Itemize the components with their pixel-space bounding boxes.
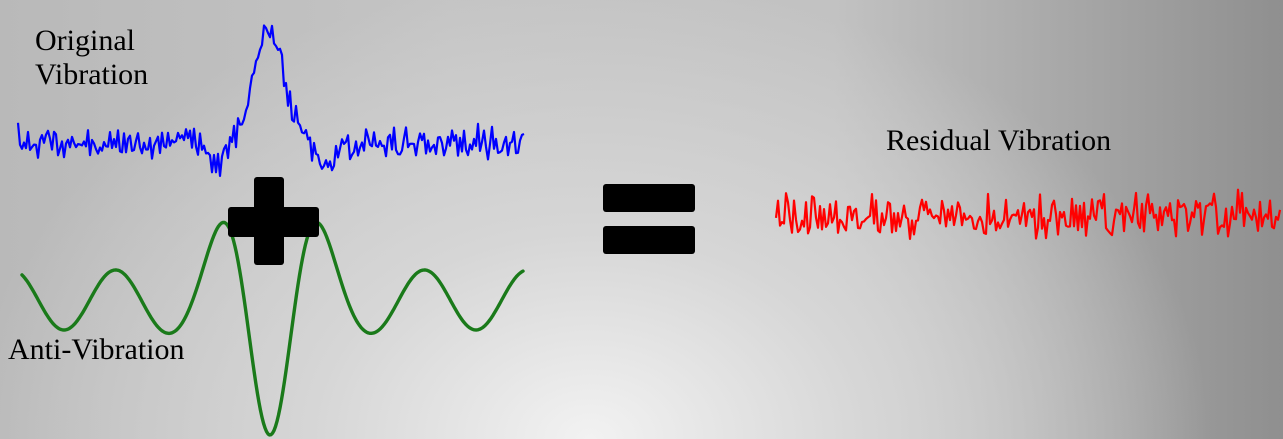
residual-vibration-label: Residual Vibration bbox=[886, 124, 1112, 157]
original-vibration-waveform bbox=[16, 24, 525, 177]
residual-vibration-waveform bbox=[774, 188, 1282, 240]
anti-vibration-label: Anti-Vibration bbox=[8, 333, 185, 366]
original-vibration-label-line2: Vibration bbox=[35, 58, 149, 91]
equals-icon bbox=[603, 184, 695, 254]
plus-icon bbox=[228, 177, 319, 265]
anti-vibration-waveform bbox=[20, 220, 525, 437]
original-vibration-label-line1: Original bbox=[35, 24, 135, 57]
original-vibration-label: Original Vibration bbox=[35, 24, 148, 92]
